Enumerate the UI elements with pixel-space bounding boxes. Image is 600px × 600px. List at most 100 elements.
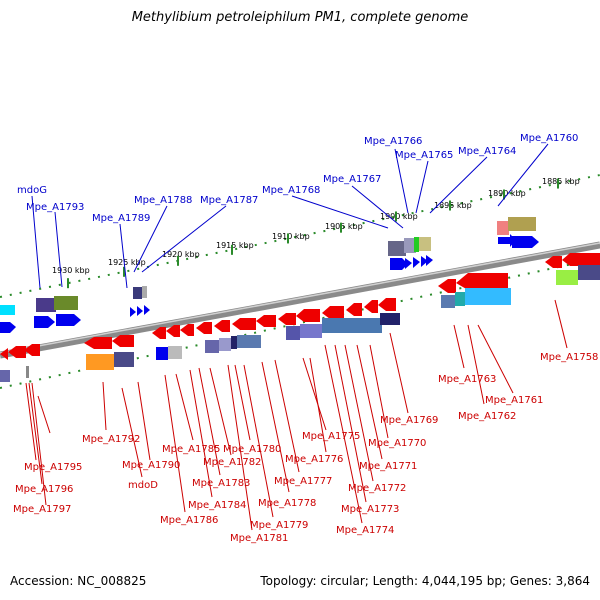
forward-gene-arrow — [0, 322, 16, 333]
cog-box — [388, 241, 406, 256]
cog-box — [26, 366, 29, 378]
reverse-gene-arrow — [378, 298, 396, 311]
cog-box — [465, 288, 511, 305]
cog-box — [168, 346, 182, 359]
reverse-gene-label: Mpe_A1758 — [540, 352, 598, 363]
genome-info-text: Topology: circular; Length: 4,044,195 bp… — [260, 574, 590, 588]
cog-box — [419, 237, 431, 251]
reverse-gene-label: Mpe_A1770 — [368, 438, 426, 449]
reverse-gene-label: Mpe_A1785 — [162, 444, 220, 455]
cog-box — [300, 324, 322, 338]
reverse-gene-arrow — [438, 279, 456, 293]
tick-track-outer — [0, 174, 600, 298]
cog-box — [322, 318, 382, 333]
reverse-gene-arrow — [322, 306, 344, 319]
reverse-gene-arrow — [296, 309, 320, 322]
cog-box — [286, 326, 300, 340]
cog-box — [441, 295, 455, 308]
cog-box — [86, 354, 114, 370]
reverse-gene-label: Mpe_A1778 — [258, 498, 316, 509]
forward-genes — [0, 217, 539, 333]
reverse-gene-arrow — [214, 320, 230, 332]
cog-box — [133, 287, 142, 299]
reverse-gene-label: Mpe_A1769 — [380, 415, 438, 426]
cog-box — [114, 352, 134, 367]
cog-box — [556, 270, 578, 285]
forward-gene-label: Mpe_A1768 — [262, 185, 320, 196]
reverse-gene-label: mdoD — [128, 480, 158, 491]
forward-gene-arrow — [512, 236, 539, 248]
reverse-gene-label: Mpe_A1777 — [274, 476, 332, 487]
reverse-gene-arrow — [456, 273, 508, 290]
reverse-gene-label: Mpe_A1763 — [438, 374, 496, 385]
cog-box — [455, 292, 465, 306]
forward-gene-label: Mpe_A1793 — [26, 202, 84, 213]
reverse-gene-label: Mpe_A1772 — [348, 483, 406, 494]
tick-label: 1915 kbp — [216, 241, 254, 250]
reverse-gene-arrow — [196, 322, 212, 334]
reverse-gene-arrow — [364, 300, 378, 313]
cog-box — [219, 338, 231, 351]
forward-gene-arrow — [144, 305, 150, 315]
forward-gene-label: Mpe_A1765 — [395, 150, 453, 161]
forward-gene-arrow — [130, 307, 136, 317]
reverse-gene-arrow — [256, 315, 276, 327]
cog-box — [142, 286, 147, 298]
forward-gene-arrow — [137, 306, 143, 316]
reverse-gene-label: Mpe_A1776 — [285, 454, 343, 465]
reverse-gene-arrow — [8, 346, 26, 358]
reverse-gene-arrow — [180, 324, 194, 336]
forward-gene-arrow — [390, 258, 408, 270]
reverse-gene-arrow — [545, 256, 562, 268]
cog-box — [508, 217, 536, 231]
forward-gene-label: Mpe_A1788 — [134, 195, 192, 206]
reverse-gene-arrow — [232, 318, 256, 330]
reverse-gene-label: Mpe_A1762 — [458, 411, 516, 422]
forward-gene-label: Mpe_A1760 — [520, 133, 578, 144]
reverse-gene-label: Mpe_A1771 — [359, 461, 417, 472]
forward-labels: mdoG Mpe_A1793 Mpe_A1789 Mpe_A1788 Mpe_A1787… — [17, 133, 578, 224]
reverse-gene-label: Mpe_A1792 — [82, 434, 140, 445]
reverse-gene-arrow — [112, 335, 134, 347]
genome-backbone — [0, 241, 600, 359]
reverse-gene-arrow — [346, 303, 362, 316]
map-title: Methylibium petroleiphilum PM1, complete… — [131, 10, 469, 25]
reverse-gene-arrow — [152, 327, 166, 339]
tick-label: 1920 kbp — [162, 250, 200, 259]
reverse-gene-arrow — [562, 253, 600, 266]
reverse-gene-label: Mpe_A1783 — [192, 478, 250, 489]
forward-gene-label: Mpe_A1764 — [458, 146, 516, 157]
reverse-gene-label: Mpe_A1761 — [485, 395, 543, 406]
tick-label: 1895 kbp — [434, 201, 472, 210]
forward-gene-arrow — [421, 256, 428, 267]
reverse-gene-label: Mpe_A1775 — [302, 431, 360, 442]
reverse-labels: Mpe_A1795 Mpe_A1796 Mpe_A1797 Mpe_A1792 Mpe_… — [13, 352, 598, 544]
forward-gene-arrow — [426, 255, 433, 266]
cog-box — [36, 298, 56, 312]
cog-box — [0, 370, 10, 382]
forward-gene-arrow — [34, 316, 55, 328]
reverse-gene-arrow — [278, 313, 296, 325]
reverse-gene-label: Mpe_A1782 — [203, 457, 261, 468]
reverse-gene-label: Mpe_A1786 — [160, 515, 218, 526]
cog-box — [404, 238, 416, 253]
cog-box — [414, 237, 419, 252]
cog-box — [380, 313, 400, 325]
forward-gene-arrow — [405, 258, 412, 269]
reverse-gene-label: Mpe_A1780 — [223, 444, 281, 455]
reverse-gene-label: Mpe_A1797 — [13, 504, 71, 515]
reverse-gene-arrow — [84, 337, 112, 349]
tick-label: 1905 kbp — [325, 222, 363, 231]
forward-gene-label: Mpe_A1787 — [200, 195, 258, 206]
tick-label: 1890 kbp — [488, 189, 526, 198]
tick-label: 1925 kbp — [108, 258, 146, 267]
reverse-gene-label: Mpe_A1773 — [341, 504, 399, 515]
reverse-gene-arrow — [24, 344, 40, 356]
tick-label: 1910 kbp — [272, 232, 310, 241]
forward-gene-label: Mpe_A1789 — [92, 213, 150, 224]
reverse-gene-label: Mpe_A1796 — [15, 484, 73, 495]
reverse-gene-label: Mpe_A1779 — [250, 520, 308, 531]
cog-box — [497, 221, 509, 235]
tick-marks: 1930 kbp 1925 kbp 1920 kbp 1915 kbp 1910 kbp… — [52, 177, 580, 289]
